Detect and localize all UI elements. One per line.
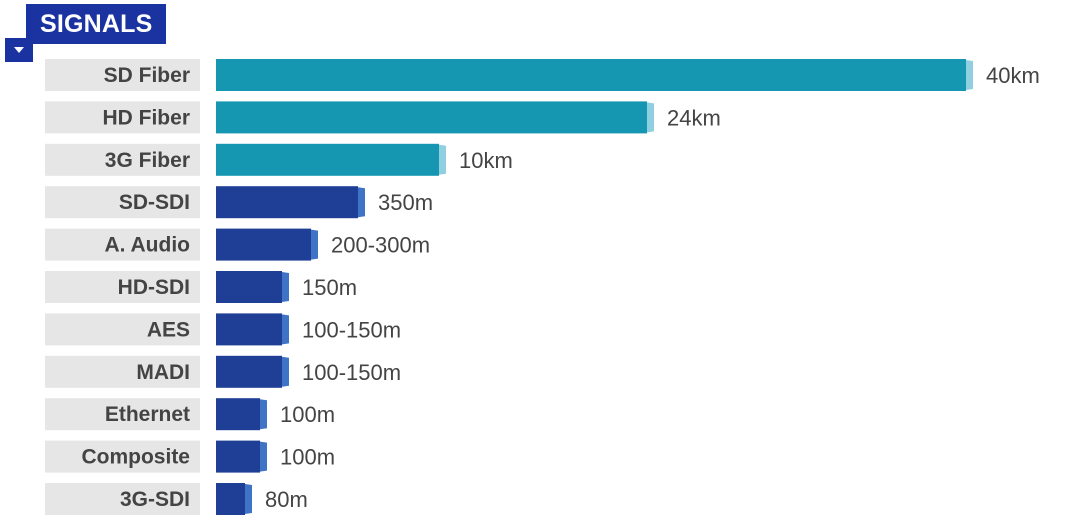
bar-end-cap: [439, 144, 446, 175]
bar: [216, 313, 282, 346]
category-label: 3G-SDI: [120, 488, 190, 511]
bar-end-cap: [282, 356, 289, 387]
category-label-bg: [45, 186, 200, 219]
bar: [216, 483, 245, 515]
value-label: 100m: [280, 402, 335, 427]
bar: [216, 228, 311, 261]
value-label: 100-150m: [302, 317, 401, 342]
value-label: 80m: [265, 487, 308, 512]
bar: [216, 440, 260, 473]
bar-end-cap: [966, 60, 973, 90]
value-label: 10km: [459, 148, 513, 173]
collapse-toggle-button[interactable]: [5, 38, 33, 62]
category-label: HD-SDI: [118, 276, 190, 299]
category-label-bg: [45, 101, 200, 134]
category-label: A. Audio: [104, 234, 190, 257]
value-label: 150m: [302, 275, 357, 300]
category-label-bg: [45, 313, 200, 346]
bar-end-cap: [282, 314, 289, 345]
value-label: 40km: [986, 63, 1040, 88]
category-label-bg: [45, 228, 200, 261]
bar-end-cap: [647, 102, 654, 133]
bar-end-cap: [311, 229, 318, 260]
category-label-bg: [45, 271, 200, 303]
bar: [216, 143, 439, 176]
bar: [216, 101, 647, 134]
bar: [216, 355, 282, 388]
category-label-bg: [45, 143, 200, 176]
category-label-bg: [45, 355, 200, 388]
bar: [216, 398, 260, 431]
category-label-bg: [45, 59, 200, 91]
category-label: Composite: [81, 446, 190, 469]
category-label: HD Fiber: [102, 106, 190, 129]
value-label: 350m: [378, 190, 433, 215]
category-label: SD-SDI: [119, 191, 190, 214]
bar: [216, 186, 358, 219]
bar-end-cap: [245, 484, 252, 514]
bar-end-cap: [358, 187, 365, 218]
caret-down-icon: [14, 47, 24, 53]
value-label: 24km: [667, 105, 721, 130]
bar-end-cap: [260, 399, 267, 430]
value-label: 100-150m: [302, 360, 401, 385]
bar-end-cap: [260, 441, 267, 472]
bar: [216, 271, 282, 303]
bar-end-cap: [282, 272, 289, 302]
bar: [216, 59, 966, 91]
category-label: MADI: [136, 361, 190, 384]
category-label: Ethernet: [105, 403, 190, 426]
chart-header: SIGNALS: [26, 4, 166, 44]
category-label: 3G Fiber: [105, 149, 190, 172]
category-label: AES: [147, 318, 190, 341]
category-label-bg: [45, 483, 200, 515]
category-label: SD Fiber: [104, 64, 190, 87]
category-label-bg: [45, 398, 200, 431]
chart-title: SIGNALS: [40, 10, 153, 38]
value-label: 200-300m: [331, 233, 430, 258]
value-label: 100m: [280, 445, 335, 470]
category-label-bg: [45, 440, 200, 473]
